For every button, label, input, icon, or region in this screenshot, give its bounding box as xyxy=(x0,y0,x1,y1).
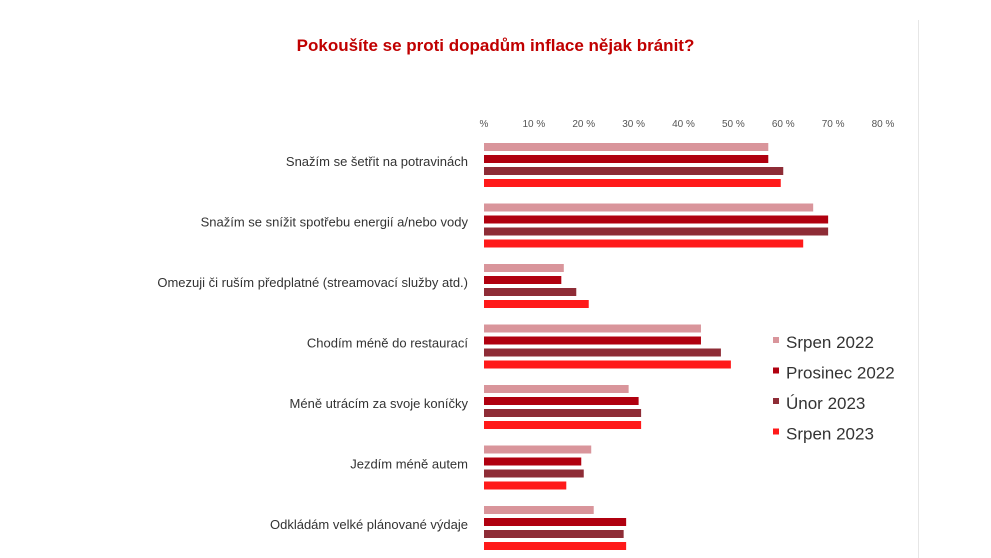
bar xyxy=(484,518,627,526)
bar xyxy=(484,397,639,405)
legend: Srpen 2022 Prosinec 2022 Únor 2023 Srpen 20… xyxy=(773,333,895,444)
bar xyxy=(484,276,562,284)
bar xyxy=(484,167,784,175)
bar xyxy=(484,215,829,224)
bar xyxy=(484,457,582,466)
bar xyxy=(484,336,701,345)
category-label: Omezuji či ruším předplatné (streamovací… xyxy=(157,275,468,290)
bar xyxy=(484,264,564,272)
bar xyxy=(484,179,781,187)
bar xyxy=(484,239,804,248)
x-tick-label: 10 % xyxy=(522,119,545,130)
legend-label: Srpen 2023 xyxy=(786,425,874,444)
bar xyxy=(484,348,721,357)
legend-label: Prosinec 2022 xyxy=(786,364,895,383)
legend-swatch xyxy=(773,398,779,404)
legend-swatch xyxy=(773,337,779,343)
bar xyxy=(484,481,567,490)
bars xyxy=(484,143,829,550)
x-axis-ticks: % 10 % 20 % 30 % 40 % 50 % 60 % 70 % 80 % xyxy=(480,119,895,130)
category-label: Méně utrácím za svoje koníčky xyxy=(290,396,469,411)
bar xyxy=(484,542,627,550)
legend-swatch xyxy=(773,428,779,435)
x-tick-label: % xyxy=(480,119,489,130)
legend-label: Srpen 2022 xyxy=(786,333,874,352)
legend-swatch xyxy=(773,367,779,374)
legend-label: Únor 2023 xyxy=(786,394,865,413)
x-tick-label: 30 % xyxy=(622,119,645,130)
bar xyxy=(484,360,731,369)
bar xyxy=(484,385,629,393)
category-label: Jezdím méně autem xyxy=(350,457,468,472)
category-labels: Snažím se šetřit na potravinách Snažím se… xyxy=(157,154,468,532)
chart-border-line xyxy=(918,20,919,558)
bar xyxy=(484,324,701,333)
x-tick-label: 70 % xyxy=(822,119,845,130)
x-tick-label: 80 % xyxy=(872,119,895,130)
bar xyxy=(484,421,642,429)
bar xyxy=(484,445,592,454)
bar xyxy=(484,300,589,308)
category-label: Snažím se snížit spotřebu energií a/nebo… xyxy=(201,215,469,230)
bar xyxy=(484,530,624,538)
x-tick-label: 50 % xyxy=(722,119,745,130)
bar xyxy=(484,288,577,296)
bar xyxy=(484,506,594,514)
bar xyxy=(484,143,769,151)
x-tick-label: 20 % xyxy=(572,119,595,130)
category-label: Chodím méně do restaurací xyxy=(307,336,469,351)
category-label: Odkládám velké plánované výdaje xyxy=(270,517,468,532)
bar xyxy=(484,469,584,478)
bar xyxy=(484,227,829,236)
x-tick-label: 60 % xyxy=(772,119,795,130)
x-tick-label: 40 % xyxy=(672,119,695,130)
bar xyxy=(484,203,814,212)
bar xyxy=(484,409,642,417)
chart-title: Pokoušíte se proti dopadům inflace nějak… xyxy=(296,36,695,55)
category-label: Snažím se šetřit na potravinách xyxy=(286,154,468,169)
bar xyxy=(484,155,769,163)
